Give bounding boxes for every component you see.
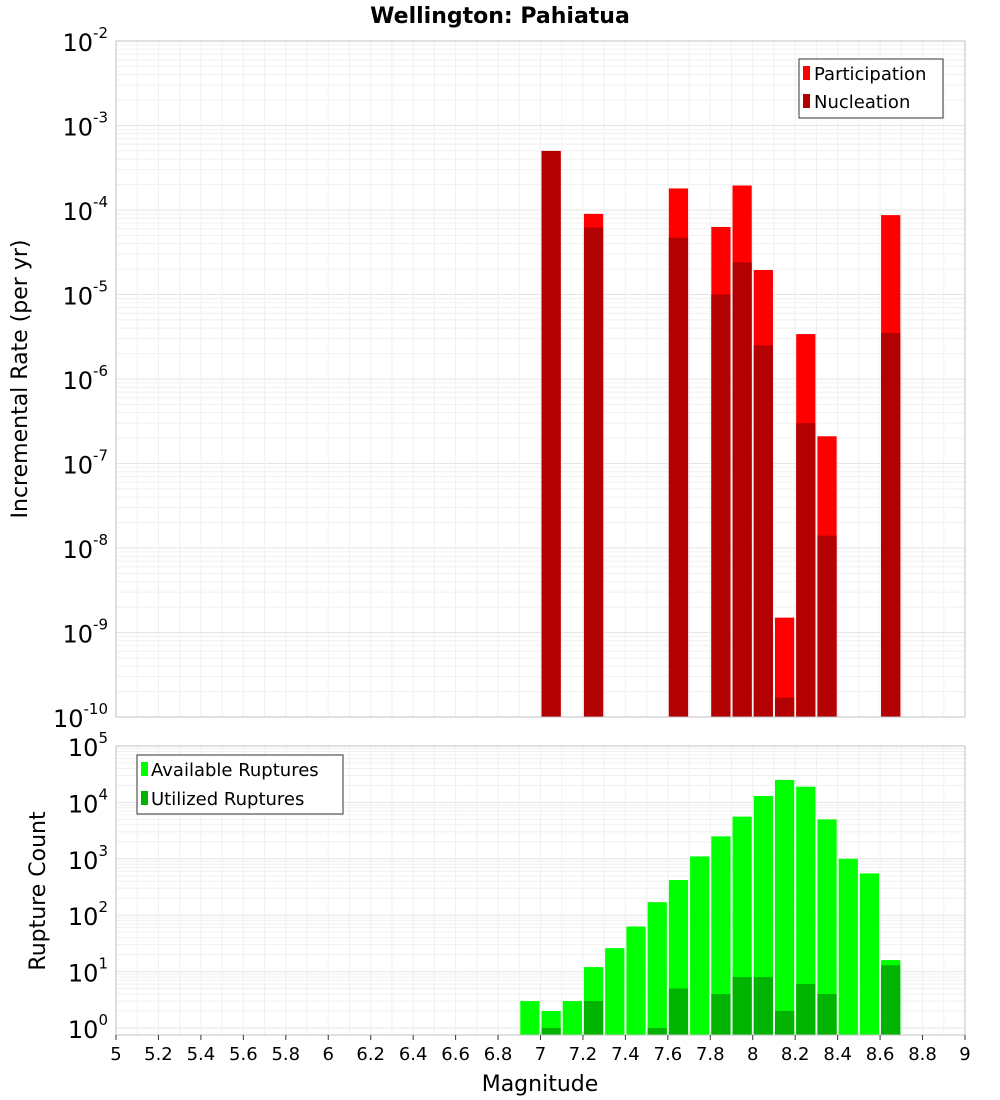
available-bar: [605, 948, 625, 1035]
x-tick-label: 8.4: [823, 1044, 852, 1065]
top-y-tick-label: 10-3: [62, 109, 108, 142]
available-bar: [647, 902, 667, 1035]
available-bar: [838, 858, 858, 1035]
top-y-tick-label: 10-10: [53, 700, 108, 733]
bottom-y-ticks: 100 101 102 103 104 105: [68, 729, 108, 1044]
nucleation-bar: [668, 237, 689, 717]
nucleation-bar: [753, 345, 773, 717]
nucleation-bar: [541, 150, 561, 718]
available-bar: [817, 819, 837, 1035]
bottom-y-axis-label: Rupture Count: [26, 811, 51, 971]
available-bar: [859, 873, 880, 1035]
utilized-bar: [583, 1001, 604, 1035]
available-bar: [774, 779, 795, 1035]
x-tick-label: 6: [323, 1044, 334, 1065]
bottom-panel: 100 101 102 103 104 105 5 5.2 5.4 5.6 5.8 6 6.2 6.4 6…: [26, 729, 971, 1097]
bottom-y-tick-label: 103: [68, 842, 108, 875]
nucleation-bar: [881, 333, 901, 717]
bottom-y-tick-label: 101: [68, 955, 108, 988]
top-y-tick-label: 10-2: [62, 24, 108, 57]
legend-utilized-label: Utilized Ruptures: [151, 789, 304, 810]
x-tick-label: 7.2: [569, 1044, 598, 1065]
x-tick-label: 8.6: [866, 1044, 895, 1065]
nucleation-bar: [796, 423, 816, 717]
nucleation-bar: [732, 262, 752, 717]
top-y-ticks: 10-10 10-9 10-8 10-7 10-6 10-5 10-4 10-3 10-2: [53, 24, 108, 733]
x-tick-label: 5: [110, 1044, 121, 1065]
x-tick-label: 6.2: [356, 1044, 385, 1065]
nucleation-bar: [583, 227, 604, 717]
x-tick-label: 8.2: [781, 1044, 810, 1065]
available-bar: [796, 786, 816, 1035]
utilized-bar: [796, 984, 816, 1035]
nucleation-bar: [817, 535, 837, 717]
top-y-tick-label: 10-5: [62, 278, 108, 311]
top-panel: 10-10 10-9 10-8 10-7 10-6 10-5 10-4 10-3 10-2 In…: [8, 24, 966, 733]
x-tick-label: 6.6: [441, 1044, 470, 1065]
utilized-bar: [774, 1010, 795, 1035]
x-tick-label: 6.4: [399, 1044, 428, 1065]
available-bar: [711, 836, 731, 1035]
bottom-bars: [520, 779, 901, 1035]
x-tick-label: 5.2: [144, 1044, 173, 1065]
bottom-legend: Available Ruptures Utilized Ruptures: [136, 754, 344, 815]
top-legend-box: [798, 58, 944, 119]
x-tick-label: 5.4: [187, 1044, 216, 1065]
top-y-axis-label: Incremental Rate (per yr): [8, 240, 33, 519]
x-tick-label: 7.4: [611, 1044, 640, 1065]
top-y-tick-label: 10-8: [62, 531, 108, 564]
x-tick-label: 7.8: [696, 1044, 725, 1065]
legend-nucleation-label: Nucleation: [814, 92, 910, 113]
bottom-y-tick-label: 104: [68, 785, 108, 818]
available-bar: [690, 856, 710, 1035]
chart-title: Wellington: Pahiatua: [370, 4, 630, 29]
legend-participation-swatch: [803, 66, 810, 80]
utilized-bar: [647, 1027, 667, 1035]
top-legend: Participation Nucleation: [798, 58, 944, 119]
top-y-tick-label: 10-6: [62, 362, 108, 395]
nucleation-bar: [711, 294, 731, 717]
legend-available-swatch: [141, 762, 148, 776]
bottom-y-tick-label: 105: [68, 729, 108, 762]
legend-utilized-swatch: [141, 791, 148, 805]
top-plot-border: [115, 40, 966, 718]
x-tick-label: 9: [959, 1044, 970, 1065]
top-bars: [541, 150, 901, 718]
legend-nucleation-swatch: [803, 94, 810, 108]
available-bar: [626, 926, 646, 1035]
available-bar: [753, 795, 773, 1035]
nucleation-bar: [774, 697, 795, 717]
bottom-y-tick-label: 102: [68, 898, 108, 931]
bottom-x-axis-label: Magnitude: [482, 1072, 599, 1097]
top-y-tick-label: 10-7: [62, 447, 108, 480]
x-tick-label: 7.6: [654, 1044, 683, 1065]
utilized-bar: [753, 977, 773, 1035]
x-tick-label: 5.6: [229, 1044, 258, 1065]
x-tick-label: 6.8: [484, 1044, 513, 1065]
available-bar: [562, 1001, 582, 1035]
top-y-tick-label: 10-9: [62, 616, 108, 649]
utilized-bar: [668, 988, 689, 1035]
utilized-bar: [817, 994, 837, 1035]
utilized-bar: [881, 965, 901, 1035]
top-grid: [115, 41, 966, 718]
utilized-bar: [711, 994, 731, 1035]
bottom-x-ticks: 5 5.2 5.4 5.6 5.8 6 6.2 6.4 6.6 6.8 7 7.2 7.4 7.6 7.8 8…: [110, 1035, 971, 1065]
available-bar: [520, 1001, 540, 1035]
participation-bar: [774, 617, 795, 717]
bottom-y-tick-label: 100: [68, 1011, 108, 1044]
legend-available-label: Available Ruptures: [151, 760, 319, 781]
legend-participation-label: Participation: [814, 64, 926, 85]
x-tick-label: 5.8: [271, 1044, 300, 1065]
x-tick-label: 8: [747, 1044, 758, 1065]
bottom-legend-box: [136, 754, 344, 815]
utilized-bar: [541, 1027, 561, 1035]
x-tick-label: 7: [535, 1044, 546, 1065]
x-tick-label: 8.8: [908, 1044, 937, 1065]
utilized-bar: [732, 977, 752, 1035]
top-y-tick-label: 10-4: [62, 193, 108, 226]
